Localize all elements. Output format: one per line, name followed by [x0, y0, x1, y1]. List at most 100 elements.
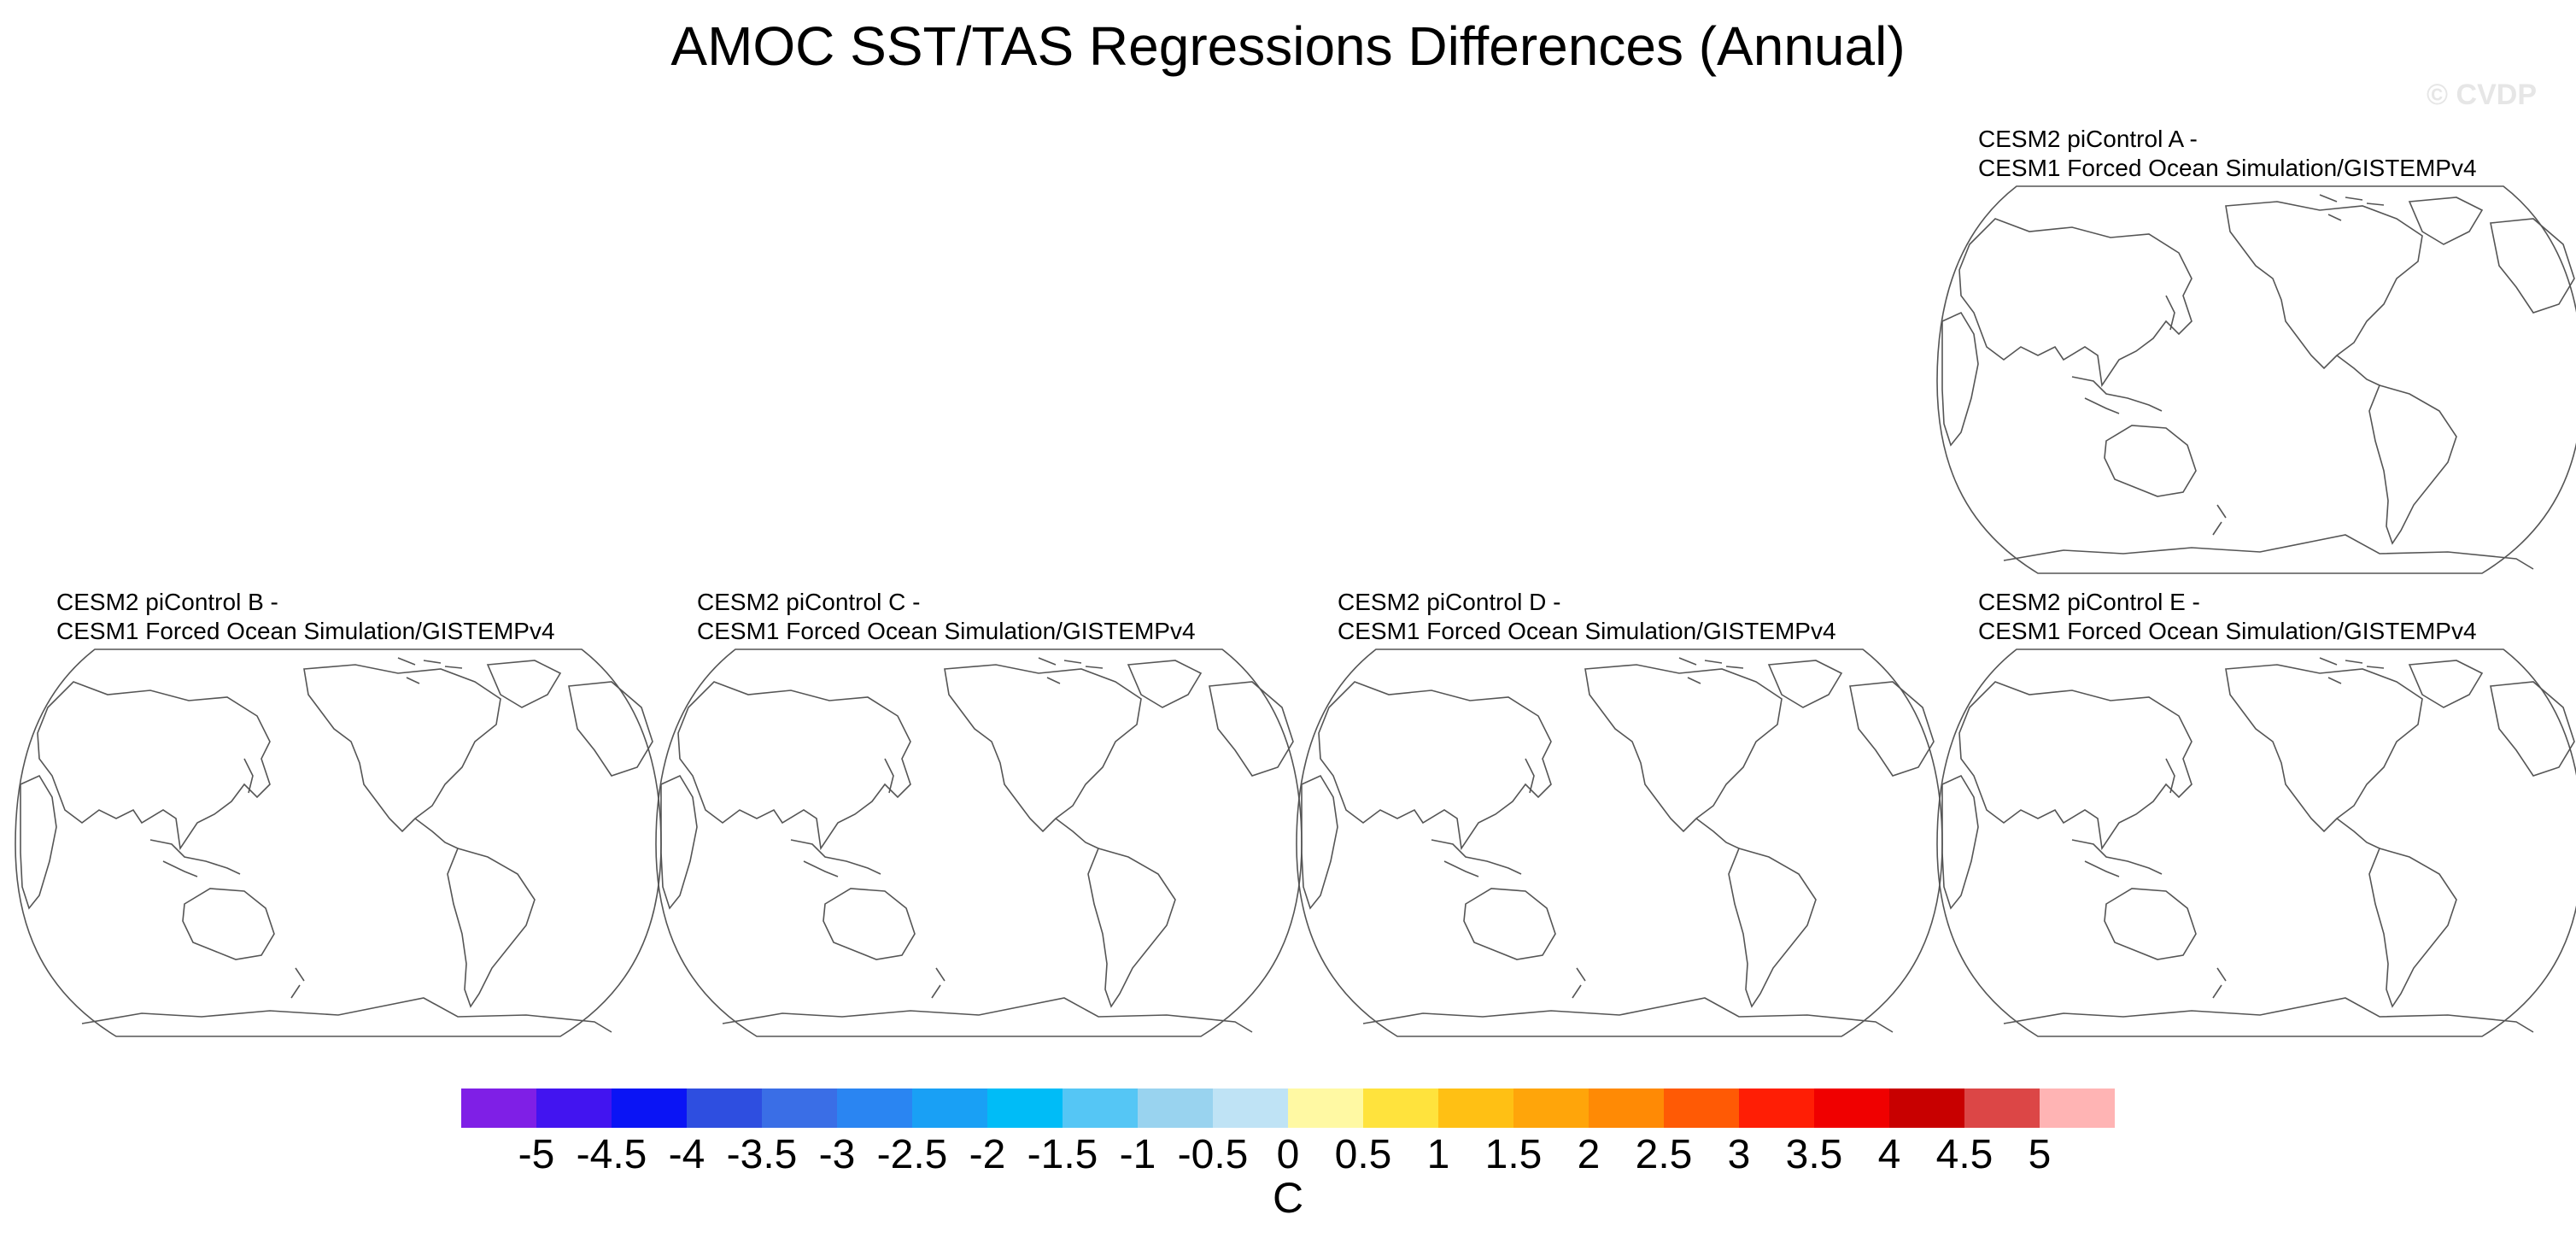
coastline-eurasia: [1958, 218, 2193, 388]
coastline-indonesia: [149, 839, 241, 877]
coastline-australia: [182, 888, 275, 960]
coastline-europe: [2490, 681, 2575, 777]
coastline-greenland: [1767, 660, 1843, 708]
coastline-eurasia: [37, 681, 271, 851]
coastline-arctic-islands: [2319, 657, 2385, 684]
coastline-greenland: [2408, 660, 2484, 708]
coastline-new-zealand: [931, 967, 946, 999]
coastline-japan: [884, 758, 894, 794]
coastline-central-america: [414, 818, 459, 849]
colorbar-box: [1664, 1088, 1740, 1128]
coastline-australia: [2104, 888, 2197, 960]
coastline-eurasia: [1958, 681, 2193, 851]
coastline-arctic-islands: [2319, 194, 2385, 221]
coastline-australia: [823, 888, 916, 960]
colorbar-tick-label: -5: [518, 1132, 555, 1177]
colorbar-box: [837, 1088, 913, 1128]
colorbar-tick-label: -1.5: [1027, 1132, 1098, 1177]
coastline-antarctica: [722, 997, 1253, 1033]
coastline-north-america: [1584, 664, 1783, 833]
map-boundary: [1936, 648, 2576, 1037]
colorbar-box: [1889, 1088, 1965, 1128]
coastline-central-america: [2336, 355, 2380, 386]
coastline-north-america: [944, 664, 1142, 833]
map-boundary: [15, 648, 662, 1037]
colorbar-tick-label: -0.5: [1177, 1132, 1249, 1177]
colorbar-box: [1964, 1088, 2040, 1128]
coastline-antarctica: [1362, 997, 1894, 1033]
coastline-antarctica: [2003, 997, 2534, 1033]
colorbar-tick-label: 2.5: [1635, 1132, 1693, 1177]
coastline-europe: [1209, 681, 1294, 777]
coastline-north-america: [2225, 664, 2423, 833]
panel-label: CESM2 piControl B - CESM1 Forced Ocean S…: [56, 588, 555, 646]
colorbar-box: [1438, 1088, 1514, 1128]
coastline-arctic-islands: [1038, 657, 1104, 684]
colorbar-tick-label: -2.5: [876, 1132, 948, 1177]
panel-label-line2: CESM1 Forced Ocean Simulation/GISTEMPv4: [1978, 618, 2477, 644]
coastline-new-zealand: [290, 967, 305, 999]
coastline-greenland: [2408, 197, 2484, 245]
coastline-japan: [2165, 295, 2175, 331]
coastline-south-america: [2368, 384, 2457, 545]
colorbar-box: [1213, 1088, 1289, 1128]
map-boundary: [1296, 648, 1943, 1037]
colorbar-box: [536, 1088, 612, 1128]
map-panel-e: CESM2 piControl E - CESM1 Forced Ocean S…: [1935, 588, 2576, 1066]
coastline-indonesia: [790, 839, 881, 877]
panel-label-line1: CESM2 piControl E -: [1978, 589, 2200, 615]
colorbar-box: [762, 1088, 838, 1128]
colorbar-tick-label: 4: [1877, 1132, 1901, 1177]
coastline-indonesia: [2071, 839, 2163, 877]
coastline-europe: [1849, 681, 1935, 777]
colorbar-box: [987, 1088, 1063, 1128]
coastline-japan: [1525, 758, 1535, 794]
colorbar-box: [612, 1088, 688, 1128]
colorbar-tick-label: -1: [1119, 1132, 1156, 1177]
coastline-japan: [2165, 758, 2175, 794]
coastline-africa: [20, 774, 57, 910]
colorbar-box: [1589, 1088, 1665, 1128]
colorbar-tick-label: 0: [1276, 1132, 1300, 1177]
coastline-arctic-islands: [1678, 657, 1744, 684]
coastline-central-america: [1055, 818, 1099, 849]
coastline-australia: [1463, 888, 1556, 960]
panel-label-line1: CESM2 piControl D -: [1338, 589, 1561, 615]
world-map: [655, 648, 1303, 1037]
coastline-north-america: [303, 664, 501, 833]
colorbar-tick-label: -3: [818, 1132, 856, 1177]
figure-title: AMOC SST/TAS Regressions Differences (An…: [670, 15, 1906, 77]
colorbar-box: [1138, 1088, 1214, 1128]
colorbar-tick-label: 2: [1577, 1132, 1601, 1177]
colorbar: [461, 1088, 2115, 1128]
map-boundary: [1936, 185, 2576, 574]
coastline-central-america: [2336, 818, 2380, 849]
colorbar-tick-label: -3.5: [726, 1132, 798, 1177]
world-map: [1936, 648, 2576, 1037]
coastline-north-america: [2225, 201, 2423, 370]
colorbar-box: [1513, 1088, 1590, 1128]
colorbar-tick-label: 3: [1727, 1132, 1751, 1177]
world-map: [15, 648, 662, 1037]
colorbar-tick-label: 1: [1426, 1132, 1450, 1177]
colorbar-tick-label: -2: [969, 1132, 1006, 1177]
colorbar-box: [2040, 1088, 2115, 1128]
colorbar-tick-label: -4.5: [576, 1132, 647, 1177]
coastline-antarctica: [2003, 534, 2534, 570]
coastline-new-zealand: [1572, 967, 1586, 999]
coastline-africa: [1301, 774, 1338, 910]
colorbar-tick-label: 4.5: [1935, 1132, 1993, 1177]
panel-label: CESM2 piControl D - CESM1 Forced Ocean S…: [1338, 588, 1836, 646]
coastline-greenland: [1127, 660, 1203, 708]
coastline-europe: [2490, 218, 2575, 314]
coastline-australia: [2104, 425, 2197, 497]
colorbar-tick-label: 3.5: [1785, 1132, 1843, 1177]
coastline-europe: [568, 681, 653, 777]
coastline-indonesia: [1431, 839, 1522, 877]
colorbar-tick-label: 0.5: [1334, 1132, 1392, 1177]
panel-label: CESM2 piControl E - CESM1 Forced Ocean S…: [1978, 588, 2477, 646]
map-panel-b: CESM2 piControl B - CESM1 Forced Ocean S…: [14, 588, 663, 1066]
coastline-arctic-islands: [397, 657, 463, 684]
cvdp-watermark: © CVDP: [2427, 79, 2537, 111]
